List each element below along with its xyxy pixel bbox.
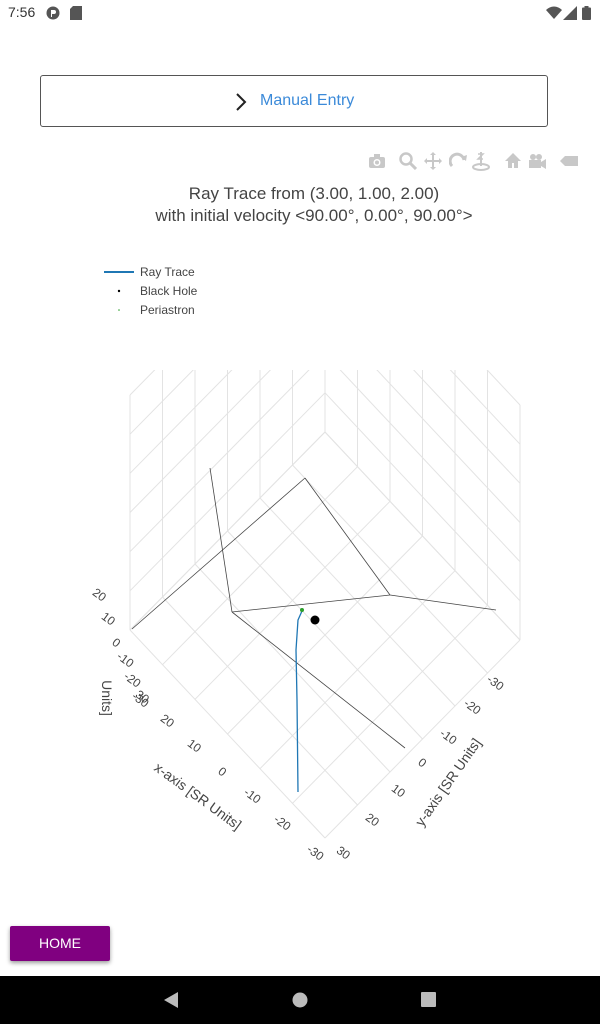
x-tick-label: -20 xyxy=(271,812,294,834)
plot-title-line1: Ray Trace from (3.00, 1.00, 2.00) xyxy=(188,184,440,203)
plot-grid xyxy=(129,370,521,839)
y-tick-label: 10 xyxy=(389,781,408,800)
legend-marker xyxy=(118,309,120,311)
x-axis-label: x-axis [SR Units] xyxy=(151,759,244,833)
camera-icon[interactable] xyxy=(368,152,386,174)
black-hole-marker xyxy=(310,615,320,625)
legend-item-ray-trace[interactable]: Ray Trace xyxy=(100,263,240,281)
y-tick-label: -30 xyxy=(484,672,507,694)
sd-card-icon xyxy=(70,5,82,24)
turntable-rotation-icon[interactable] xyxy=(472,152,490,176)
home-reset-icon[interactable] xyxy=(504,152,522,174)
z-tick-label: 0 xyxy=(110,635,124,650)
status-time: 7:56 xyxy=(8,4,36,20)
legend-label: Black Hole xyxy=(140,284,198,298)
system-navigation-bar xyxy=(0,976,600,1024)
signal-icon xyxy=(563,5,577,24)
zoom-icon[interactable] xyxy=(399,152,418,174)
back-icon[interactable] xyxy=(163,992,179,1012)
pan-icon[interactable] xyxy=(424,152,442,174)
x-tick-label: -10 xyxy=(241,785,264,807)
plot-title: Ray Trace from (3.00, 1.00, 2.00) with i… xyxy=(0,183,600,227)
home-button[interactable]: HOME xyxy=(10,926,110,961)
plot-3d-scene[interactable]: 3020100-10-20-30-30-20-10010203020100-10… xyxy=(0,370,600,870)
x-tick-label: 0 xyxy=(216,764,230,779)
y-tick-label: 20 xyxy=(363,810,382,829)
z-tick-label: 10 xyxy=(99,609,118,628)
manual-entry-label: Manual Entry xyxy=(260,92,355,109)
y-tick-label: 30 xyxy=(334,843,353,862)
legend-item-periastron[interactable]: Periastron xyxy=(100,301,240,319)
x-tick-label: 20 xyxy=(158,711,177,730)
status-bar: 7:56 xyxy=(0,0,600,24)
x-tick-label: -30 xyxy=(304,842,327,864)
wifi-icon xyxy=(546,5,562,24)
battery-icon xyxy=(582,5,591,24)
app-notification-icon xyxy=(46,5,60,24)
legend-label: Ray Trace xyxy=(140,265,195,279)
legend-item-black-hole[interactable]: Black Hole xyxy=(100,282,240,300)
hover-tag-icon[interactable] xyxy=(560,152,578,174)
y-tick-label: -20 xyxy=(461,696,484,718)
z-tick-label: -10 xyxy=(114,649,137,671)
y-tick-label: 0 xyxy=(416,755,430,770)
plot-title-line2: with initial velocity <90.00°, 0.00°, 90… xyxy=(155,206,473,225)
plot-axis-lines xyxy=(131,467,497,749)
recents-icon[interactable] xyxy=(421,992,436,1011)
orbit-rotation-icon[interactable] xyxy=(448,152,467,174)
y-axis-label: y-axis [SR Units] xyxy=(412,735,484,829)
home-circle-icon[interactable] xyxy=(292,992,308,1012)
y-tick-label: -10 xyxy=(437,726,460,748)
z-axis-label: Units] xyxy=(99,680,115,716)
manual-entry-toggle[interactable]: Manual Entry xyxy=(40,75,548,127)
chevron-right-icon xyxy=(235,93,247,115)
ray-trace-line xyxy=(295,610,303,793)
legend-label: Periastron xyxy=(140,303,195,317)
x-tick-label: 10 xyxy=(185,736,204,755)
z-tick-label: 20 xyxy=(90,585,109,604)
video-camera-icon[interactable] xyxy=(528,152,546,174)
periastron-marker xyxy=(300,608,304,612)
legend-marker xyxy=(117,289,121,293)
